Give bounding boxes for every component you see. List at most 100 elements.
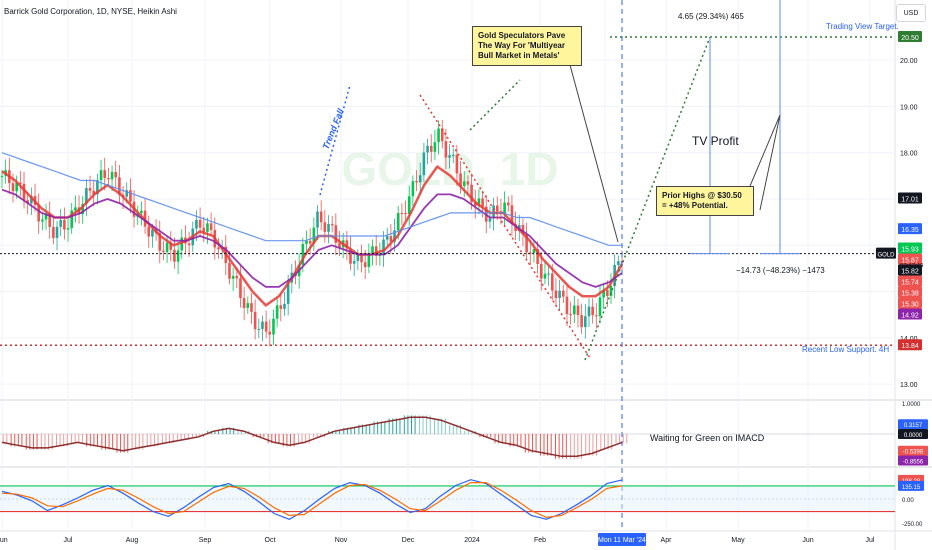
candle-body	[180, 237, 184, 251]
candle-body	[15, 182, 18, 192]
x-tick-label: Jul	[64, 537, 73, 544]
candle-body	[444, 141, 448, 158]
candle-body	[305, 240, 308, 244]
candle-body	[506, 202, 510, 206]
price-label-box	[898, 242, 922, 254]
candle-body	[63, 219, 66, 230]
callout-gold-speculators: Gold Speculators Pave The Way For 'Multi…	[472, 26, 582, 66]
candle-body	[26, 200, 29, 204]
osc-value-text: 135.15	[902, 485, 921, 491]
fall-projection-line	[419, 94, 591, 359]
candle-body	[239, 278, 242, 299]
candle-body	[466, 181, 470, 185]
imacd-signal-line	[1, 416, 623, 458]
candle-body	[283, 303, 286, 309]
candle-body	[209, 223, 213, 231]
price-label-text: 15.30	[901, 302, 919, 309]
imacd-tick-label: 1.0000	[902, 402, 921, 408]
candle-body	[55, 226, 59, 239]
candle-body	[316, 211, 319, 228]
candle-body	[261, 321, 264, 329]
candle-body	[584, 316, 587, 328]
x-tick-label: Jun	[802, 537, 813, 544]
candle-body	[107, 178, 110, 180]
x-tick-label: Sep	[199, 537, 212, 544]
candle-body	[569, 314, 572, 316]
candle-body	[250, 303, 253, 312]
x-tick-label: Feb	[534, 537, 546, 544]
candle-body	[393, 230, 396, 242]
candle-body	[598, 297, 602, 317]
target-label: Trading View Target.	[826, 22, 899, 31]
candle-body	[268, 331, 272, 335]
candle-body	[543, 273, 547, 279]
candle-body	[345, 240, 349, 249]
candle-body	[400, 212, 404, 214]
candle-body	[279, 305, 283, 309]
candle-body	[125, 190, 129, 197]
imacd-value-box	[898, 429, 928, 439]
candle-body	[374, 246, 378, 256]
candle-body	[532, 249, 536, 254]
candle-body	[422, 152, 426, 176]
support-label: Recent Low Support. 4H	[802, 345, 890, 354]
imacd-note: Waiting for Green on IMACD	[650, 433, 765, 443]
candle-body	[272, 318, 275, 335]
candle-body	[187, 243, 191, 246]
currency-button[interactable]: USD	[896, 4, 926, 22]
candle-body	[323, 222, 327, 232]
imacd-value-text: 0.0000	[904, 433, 923, 439]
candle-body	[473, 202, 477, 207]
candle-body	[367, 253, 371, 267]
imacd-value-box	[898, 419, 928, 430]
x-tick-label: Jul	[866, 537, 875, 544]
candle-body	[242, 298, 246, 308]
candle-body	[554, 290, 558, 299]
candle-body	[418, 175, 422, 183]
oscillator-pane	[0, 479, 895, 520]
candle-body	[327, 223, 330, 232]
candle-body	[411, 181, 415, 197]
candle-body	[356, 255, 360, 261]
x-tick-label: Jun	[0, 537, 8, 544]
candle-body	[169, 242, 173, 250]
y-tick-label: 19.00	[900, 104, 918, 111]
candle-body	[433, 142, 437, 152]
series-line	[1, 152, 622, 246]
candle-body	[360, 255, 363, 263]
candle-body	[48, 213, 51, 227]
candle-body	[437, 128, 440, 143]
osc-value-box	[898, 480, 924, 491]
candle-body	[591, 306, 594, 316]
candle-body	[536, 249, 539, 264]
candle-body	[576, 305, 580, 316]
price-label-text: 16.35	[901, 227, 919, 234]
series-line	[1, 188, 623, 288]
candle-body	[257, 328, 261, 330]
callout-prior-highs: Prior Highs @ $30.50 = +48% Potential.	[656, 186, 754, 216]
candle-body	[151, 229, 154, 237]
candle-body	[235, 275, 239, 279]
candle-body	[114, 172, 118, 178]
chart-header-title: Barrick Gold Corporation, 1D, NYSE, Heik…	[4, 7, 177, 16]
price-label-text: 15.87	[901, 258, 919, 265]
candle-body	[198, 219, 202, 228]
measure-up-label: 4.65 (29.34%) 465	[678, 12, 744, 21]
candle-body	[595, 315, 598, 317]
candle-body	[477, 198, 481, 207]
candle-body	[129, 190, 132, 202]
x-tick-label: Oct	[265, 537, 276, 544]
candle-body	[396, 212, 400, 231]
candle-body	[30, 196, 33, 204]
price-label-box	[898, 286, 922, 298]
candle-body	[415, 181, 418, 183]
price-label-text: 15.38	[901, 291, 919, 298]
price-label-box	[898, 31, 922, 43]
price-label-box	[898, 308, 922, 320]
osc-tick-label: -250.00	[902, 522, 923, 528]
imacd-value-box	[898, 455, 928, 466]
candle-body	[573, 305, 576, 315]
countdown-text: 03:47:49	[900, 264, 924, 270]
